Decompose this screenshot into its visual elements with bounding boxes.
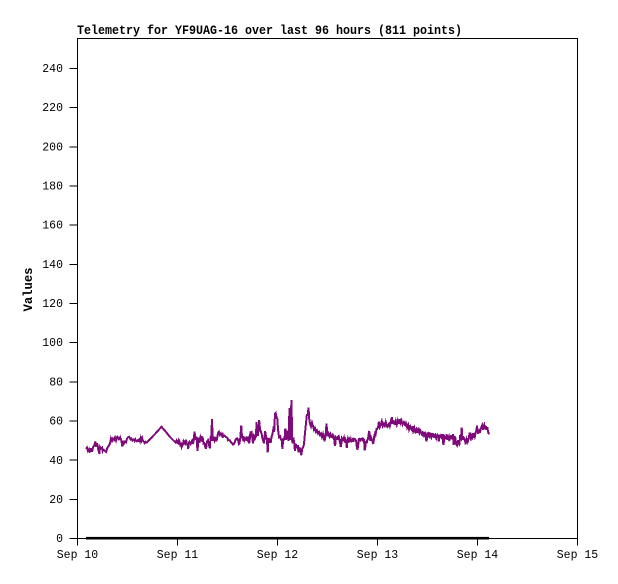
svg-text:160: 160 xyxy=(42,220,63,233)
svg-text:120: 120 xyxy=(42,298,63,311)
svg-text:220: 220 xyxy=(42,102,63,115)
svg-text:20: 20 xyxy=(49,494,63,507)
svg-text:Sep 13: Sep 13 xyxy=(357,549,399,562)
svg-text:180: 180 xyxy=(42,181,63,194)
svg-text:60: 60 xyxy=(49,416,63,429)
svg-text:Values: Values xyxy=(21,267,36,311)
svg-text:140: 140 xyxy=(42,259,63,272)
svg-text:200: 200 xyxy=(42,141,63,154)
svg-text:Sep 11: Sep 11 xyxy=(157,549,199,562)
svg-text:Sep 10: Sep 10 xyxy=(57,549,99,562)
svg-text:40: 40 xyxy=(49,455,63,468)
svg-text:0: 0 xyxy=(56,533,63,546)
svg-text:Sep 15: Sep 15 xyxy=(557,549,599,562)
svg-text:100: 100 xyxy=(42,337,63,350)
svg-text:Sep 14: Sep 14 xyxy=(457,549,499,562)
svg-text:240: 240 xyxy=(42,63,63,76)
svg-text:Telemetry for YF9UAG-16 over l: Telemetry for YF9UAG-16 over last 96 hou… xyxy=(77,24,462,38)
svg-text:80: 80 xyxy=(49,376,63,389)
svg-text:Sep 12: Sep 12 xyxy=(257,549,299,562)
